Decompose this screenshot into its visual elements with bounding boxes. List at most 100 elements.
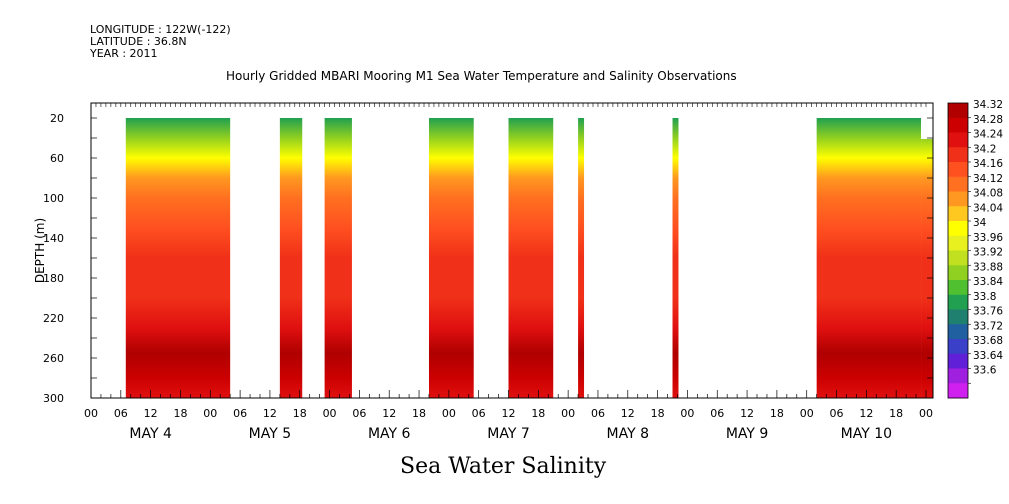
colorbar-label: 33.88 [973,261,1003,273]
colorbar-swatch [948,353,968,369]
latitude-label: LATITUDE : 36.8N [90,35,187,48]
colorbar-label: 33.8 [973,291,996,303]
hour-tick-label: 18 [412,407,426,420]
y-tick-label: 180 [43,272,64,285]
day-label: MAY 7 [487,426,529,442]
colorbar-label: 33.76 [973,306,1003,318]
data-segment [279,118,303,398]
colorbar-label: 33.84 [973,276,1003,288]
y-axis-label: DEPTH (m) [33,218,47,283]
colorbar-label: 33.72 [973,320,1003,332]
hour-tick-label: 06 [591,407,605,420]
colorbar-label: 34.04 [973,202,1003,214]
plot-frame [90,102,934,399]
colorbar-swatch [948,147,968,163]
colorbar-swatch [948,162,968,178]
hour-tick-label: 12 [263,407,277,420]
colorbar-label: 33.6 [973,365,997,377]
colorbar-swatch [948,250,968,266]
day-label: MAY 8 [607,426,649,442]
hour-tick-label: 00 [323,407,337,420]
colorbar-label: 34.28 [973,114,1003,126]
hour-tick-label: 12 [382,407,396,420]
data-segment [672,118,679,398]
colorbar-swatch [948,191,968,207]
day-label: MAY 10 [841,426,892,442]
data-segment [921,139,934,398]
colorbar-swatch [948,383,968,399]
data-segment [125,118,231,398]
data-segment [508,118,554,398]
hour-tick-label: 06 [233,407,247,420]
year-label: YEAR : 2011 [90,47,158,60]
data-segment [324,118,352,398]
bottom-title: Sea Water Salinity [400,454,607,479]
hour-tick-label: 00 [203,407,217,420]
hour-tick-label: 12 [144,407,158,420]
hour-tick-label: 00 [800,407,814,420]
colorbar-label: 34.16 [973,158,1003,170]
hour-tick-label: 18 [293,407,307,420]
y-tick-label: 100 [43,192,64,205]
y-tick-label: 220 [43,312,64,325]
hour-tick-label: 18 [531,407,545,420]
colorbar-swatch [948,221,968,237]
hour-tick-label: 00 [84,407,98,420]
colorbar-label: 34.12 [973,173,1003,185]
y-tick-label: 300 [43,392,64,405]
colorbar-swatch [948,235,968,251]
hour-tick-label: 00 [561,407,575,420]
colorbar-label: 34.08 [973,188,1003,200]
colorbar-label: 34.32 [973,99,1003,111]
colorbar-label: 34.24 [973,129,1003,141]
colorbar: 34.32 34.28 34.24 34.2 34.16 34.12 34.08 34.04 3… [947,99,1003,399]
colorbar-label: 33.92 [973,247,1003,259]
hour-tick-label: 00 [680,407,694,420]
data-segment [428,118,474,398]
hour-tick-label: 12 [502,407,516,420]
hour-tick-label: 06 [472,407,486,420]
colorbar-label: 34 [973,217,987,229]
hour-tick-label: 18 [651,407,665,420]
colorbar-swatch [948,280,968,296]
axes: 00 06 12 18 00 06 12 18 00 06 12 18 00 06 12 18 00 06 12 18… [33,102,934,442]
y-tick-label: 260 [43,352,64,365]
hour-tick-label: 06 [352,407,366,420]
colorbar-label: 34.2 [973,143,996,155]
colorbar-swatch [948,309,968,325]
day-label: MAY 6 [368,426,411,442]
hour-tick-label: 00 [442,407,456,420]
day-label: MAY 9 [726,426,768,442]
hour-tick-label: 06 [710,407,724,420]
colorbar-swatch [948,132,968,148]
day-label: MAY 4 [129,426,172,442]
colorbar-swatch [948,339,968,355]
hour-tick-label: 00 [919,407,933,420]
colorbar-swatch [948,324,968,340]
hour-tick-label: 18 [770,407,784,420]
longitude-label: LONGITUDE : 122W(-122) [90,23,231,36]
data-segment [578,118,585,398]
hour-tick-label: 06 [114,407,128,420]
chart-title: Hourly Gridded MBARI Mooring M1 Sea Wate… [226,69,737,83]
colorbar-label: 33.64 [973,350,1003,362]
hour-tick-label: 18 [173,407,187,420]
y-tick-label: 60 [50,152,64,165]
y-tick-label: 140 [43,232,64,245]
hour-tick-label: 18 [889,407,903,420]
colorbar-swatch [948,206,968,222]
hour-tick-label: 12 [740,407,754,420]
y-tick-label: 20 [50,112,64,125]
data-segment [816,118,922,398]
colorbar-swatch [948,103,968,119]
colorbar-label: 33.68 [973,335,1003,347]
colorbar-swatch [948,294,968,310]
hour-tick-label: 12 [859,407,873,420]
colorbar-swatch [948,176,968,192]
colorbar-swatch [948,265,968,281]
colorbar-swatch [948,117,968,133]
day-label: MAY 5 [249,426,291,442]
plot-area [125,118,934,398]
hour-tick-label: 12 [621,407,635,420]
